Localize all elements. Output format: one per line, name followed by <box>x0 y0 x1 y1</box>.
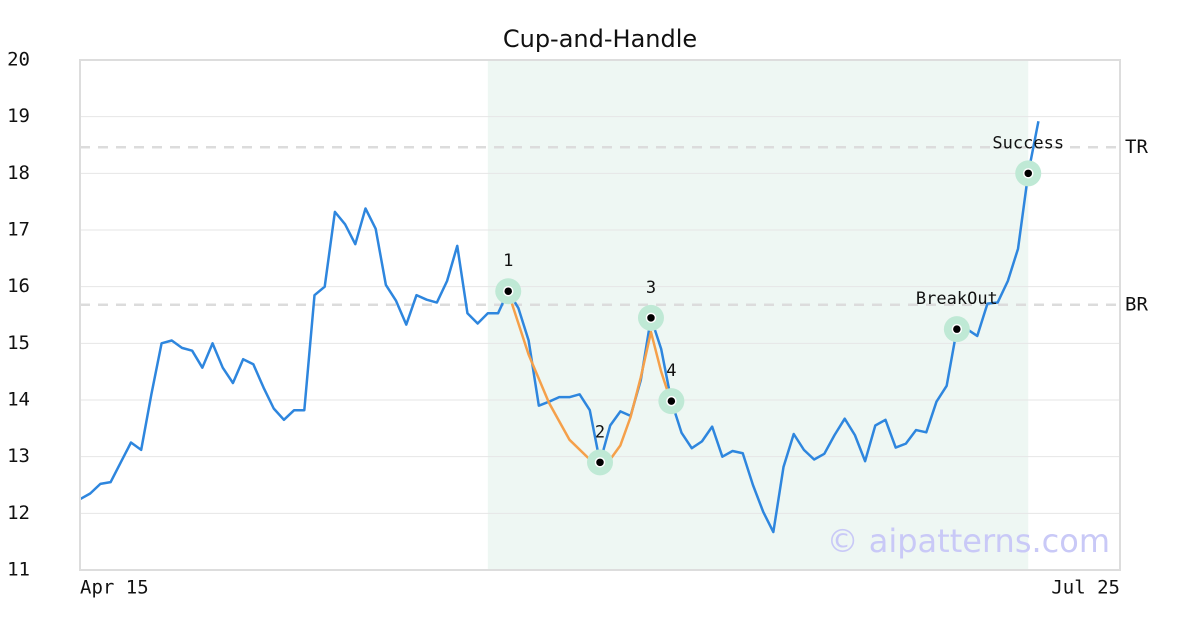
x-tick-label: Apr 15 <box>80 577 149 599</box>
y-tick-label: 13 <box>7 445 30 467</box>
chart-title: Cup-and-Handle <box>503 25 697 53</box>
y-tick-label: 18 <box>7 162 30 184</box>
pattern-point <box>951 323 963 335</box>
pattern-point <box>1022 168 1034 179</box>
y-tick-label: 17 <box>7 219 30 241</box>
pattern-point-label: 3 <box>646 278 656 298</box>
pattern-point-label: Success <box>992 133 1064 153</box>
line-series <box>79 120 1040 534</box>
pattern-region <box>487 60 1029 570</box>
pattern-point-label: BreakOut <box>916 289 998 309</box>
pattern-point <box>645 312 657 324</box>
y-tick-label: 14 <box>7 389 30 411</box>
level-label: TR <box>1125 136 1148 158</box>
pattern-point-label: 4 <box>666 361 676 381</box>
pattern-point-label: 2 <box>595 422 605 442</box>
x-tick-label: Jul 25 <box>1051 577 1120 599</box>
pattern-point-label: 1 <box>503 251 513 271</box>
pattern-point <box>666 395 677 407</box>
level-label: BR <box>1125 293 1148 315</box>
pattern-point <box>502 285 514 297</box>
plot-frame <box>79 59 1121 571</box>
y-tick-label: 19 <box>7 105 30 127</box>
y-tick-label: 20 <box>7 49 30 71</box>
y-tick-label: 12 <box>7 502 30 524</box>
watermark: © aipatterns.com <box>827 522 1110 560</box>
y-tick-label: 16 <box>7 275 30 297</box>
y-tick-label: 15 <box>7 332 30 354</box>
pattern-point <box>594 457 606 468</box>
y-tick-label: 11 <box>7 559 30 581</box>
